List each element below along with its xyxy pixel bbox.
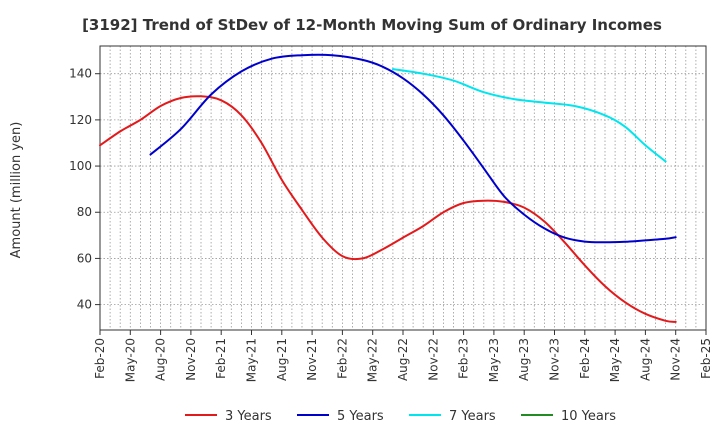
x-tick-label: Feb-21 [214, 338, 228, 379]
y-tick-label: 60 [77, 251, 92, 265]
y-tick-label: 80 [77, 205, 92, 219]
x-tick-label: Nov-21 [305, 338, 319, 381]
x-tick-label: Aug-22 [396, 338, 410, 381]
y-tick-label: 140 [69, 67, 92, 81]
x-tick-label: Aug-23 [517, 338, 531, 381]
y-tick-label: 100 [69, 159, 92, 173]
x-tick-label: Aug-21 [275, 338, 289, 381]
y-axis-label: Amount (million yen) [9, 122, 24, 259]
x-tick-label: Aug-24 [638, 338, 652, 381]
x-tick-label: Feb-25 [699, 338, 713, 379]
plot-area [100, 46, 706, 330]
x-tick-label: Feb-23 [457, 338, 471, 379]
legend-label: 5 Years [337, 409, 384, 424]
x-tick-label: Feb-22 [335, 338, 349, 379]
legend-label: 10 Years [561, 409, 616, 424]
x-tick-label: May-22 [366, 338, 380, 382]
series-line-3-years [99, 95, 677, 323]
x-tick-label: Aug-20 [154, 338, 168, 381]
x-tick-label: Nov-24 [669, 338, 683, 381]
x-tick-label: Nov-20 [184, 338, 198, 381]
x-tick-label: May-23 [487, 338, 501, 382]
series-line-5-years [149, 53, 677, 244]
chart-title: [3192] Trend of StDev of 12-Month Moving… [82, 16, 662, 34]
y-tick-label: 40 [77, 298, 92, 312]
x-tick-label: May-20 [123, 338, 137, 382]
x-tick-label: Feb-24 [578, 338, 592, 379]
legend-label: 7 Years [449, 409, 496, 424]
legend-label: 3 Years [225, 409, 272, 424]
x-tick-label: Feb-20 [93, 338, 107, 379]
series-line-7-years [391, 68, 667, 163]
y-tick-label: 120 [69, 113, 92, 127]
x-tick-label: Nov-23 [548, 338, 562, 381]
x-tick-label: Nov-22 [426, 338, 440, 381]
x-tick-label: May-21 [245, 338, 259, 382]
x-tick-label: May-24 [608, 338, 622, 382]
